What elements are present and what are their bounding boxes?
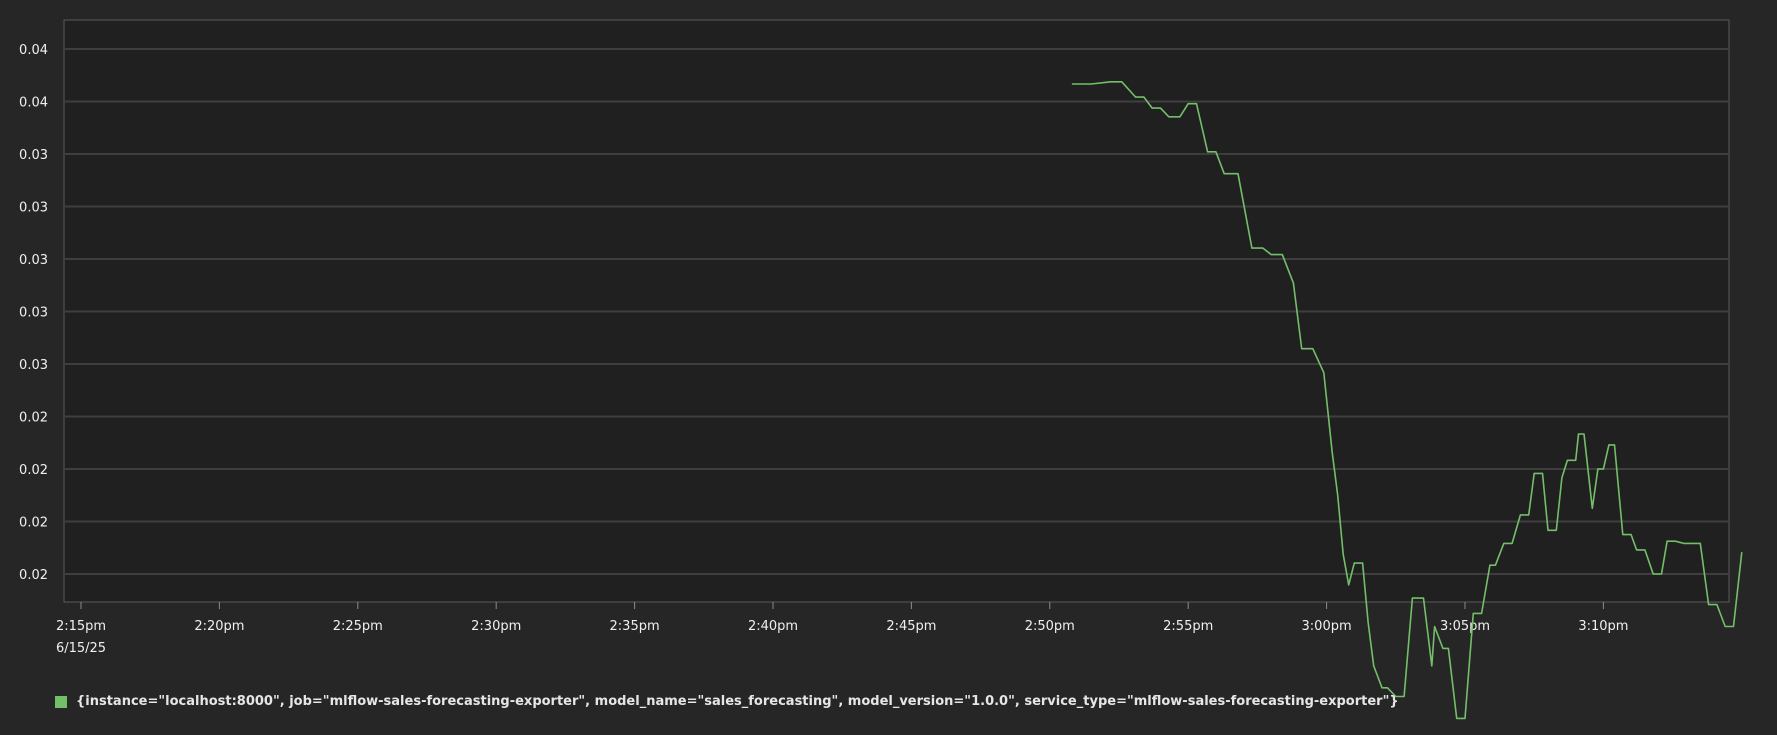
y-axis-ticks: 0.04 0.04 0.03 0.03 0.03 0.03 0.03 0.02 0.02 0.02… bbox=[19, 43, 48, 583]
x-tick-label: 3:05pm bbox=[1440, 619, 1490, 634]
legend-series-label[interactable]: {instance="localhost:8000", job="mlflow-… bbox=[76, 694, 1399, 709]
y-tick-label: 0.03 bbox=[19, 201, 48, 216]
x-tick-label: 2:40pm bbox=[748, 619, 798, 634]
series-layer bbox=[1071, 81, 1743, 720]
y-tick-label: 0.02 bbox=[19, 411, 48, 426]
y-tick-label: 0.02 bbox=[19, 568, 48, 583]
x-tick-label: 2:15pm bbox=[56, 619, 106, 634]
x-tick-label: 3:00pm bbox=[1302, 619, 1352, 634]
x-tick-label: 2:25pm bbox=[333, 619, 383, 634]
legend[interactable]: {instance="localhost:8000", job="mlflow-… bbox=[55, 694, 1399, 709]
x-tick-label: 2:35pm bbox=[610, 619, 660, 634]
y-tick-label: 0.03 bbox=[19, 358, 48, 373]
y-tick-label: 0.03 bbox=[19, 253, 48, 268]
series-line[interactable] bbox=[1071, 81, 1743, 720]
y-tick-label: 0.04 bbox=[19, 96, 48, 111]
y-tick-label: 0.02 bbox=[19, 463, 48, 478]
x-tick-label: 2:45pm bbox=[886, 619, 936, 634]
x-tick-label: 2:30pm bbox=[471, 619, 521, 634]
x-axis-ticks: 2:15pm 2:20pm 2:25pm 2:30pm 2:35pm 2:40pm 2:45… bbox=[56, 602, 1628, 634]
legend-swatch-icon bbox=[55, 695, 67, 708]
y-tick-label: 0.04 bbox=[19, 43, 48, 58]
x-tick-label: 3:10pm bbox=[1578, 619, 1628, 634]
x-axis-date-label: 6/15/25 bbox=[56, 641, 106, 656]
y-tick-label: 0.03 bbox=[19, 306, 48, 321]
y-tick-label: 0.02 bbox=[19, 516, 48, 531]
y-tick-label: 0.03 bbox=[19, 148, 48, 163]
x-tick-label: 2:50pm bbox=[1025, 619, 1075, 634]
x-tick-label: 2:20pm bbox=[194, 619, 244, 634]
x-tick-label: 2:55pm bbox=[1163, 619, 1213, 634]
grid-lines bbox=[64, 48, 1729, 575]
